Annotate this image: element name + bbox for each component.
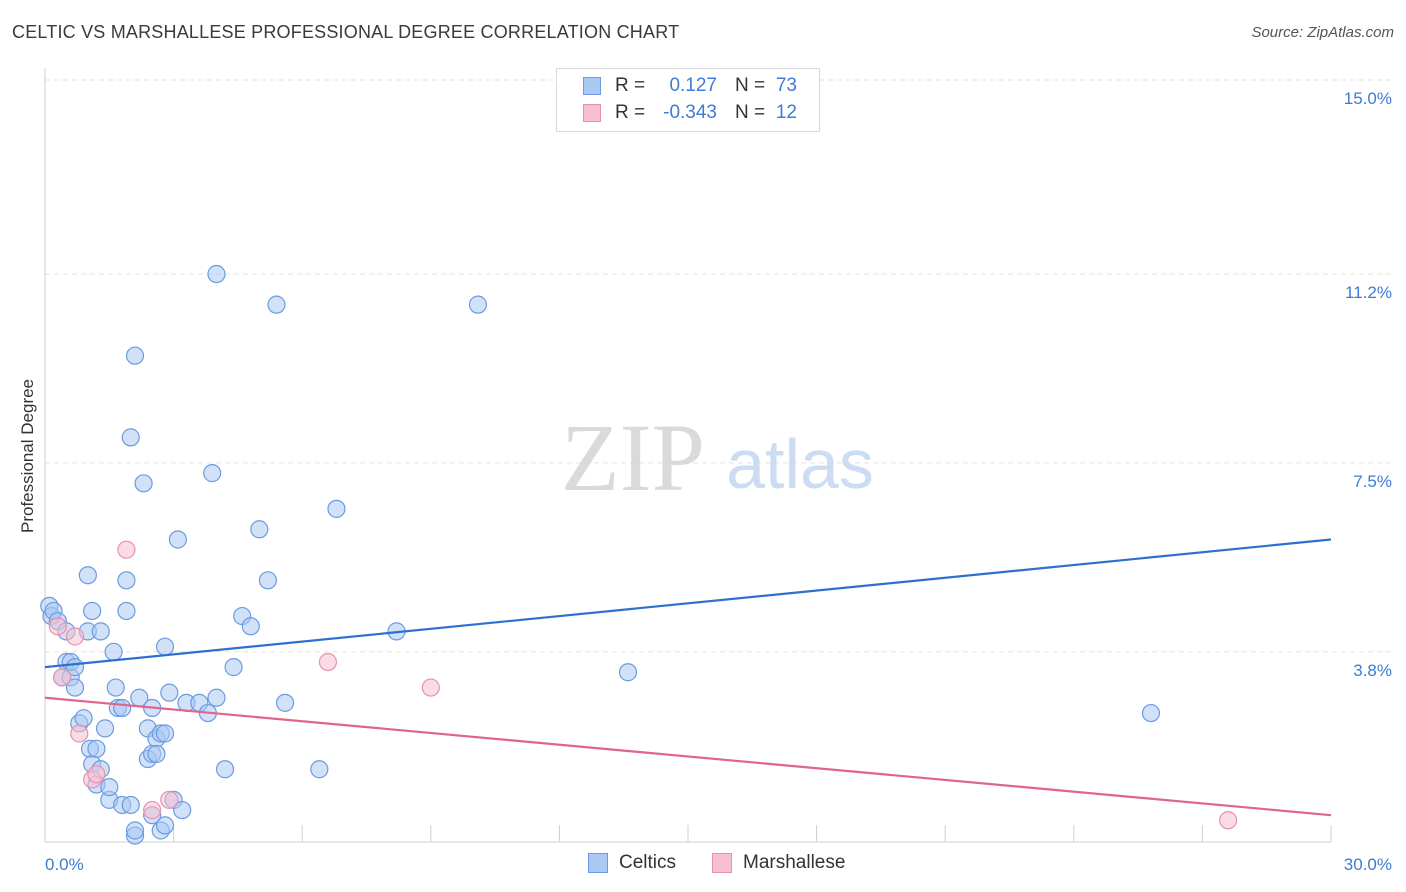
marshallese-point — [87, 765, 106, 784]
celtics-point — [468, 295, 488, 314]
legend-row-marshallese: R = -0.343 N = 12 — [557, 100, 819, 126]
celtics-point — [310, 760, 329, 779]
celtics-point — [65, 678, 85, 697]
celtics-trend-line — [44, 538, 1332, 669]
celtics-point — [106, 678, 125, 697]
axes — [44, 68, 1332, 843]
legend-r-label: R = — [615, 102, 646, 123]
marshallese-point — [160, 790, 179, 809]
celtics-point — [121, 428, 140, 447]
legend-n-value: 73 — [775, 75, 797, 96]
marshallese-point — [70, 724, 89, 743]
celtics-point — [87, 739, 106, 758]
chart-source: Source: ZipAtlas.com — [1251, 24, 1394, 41]
legend-r-label: R = — [615, 75, 646, 96]
celtics-point — [134, 474, 153, 493]
celtics-point — [241, 617, 260, 636]
marshallese-point — [318, 652, 338, 672]
legend-swatch-celtics — [583, 77, 601, 95]
trend-lines — [44, 538, 1332, 817]
legend-swatch-marshallese — [583, 104, 601, 122]
stats-legend: R = 0.127 N = 73 R = -0.343 N = 12 — [556, 68, 820, 132]
marshallese-point — [143, 800, 162, 820]
celtics-point — [207, 688, 226, 707]
celtics-point — [173, 800, 192, 820]
celtics-point — [267, 295, 286, 314]
celtics-point — [117, 601, 136, 621]
celtics-point — [121, 795, 140, 815]
marshallese-point — [1219, 811, 1238, 830]
legend-label-marshallese: Marshallese — [743, 852, 846, 873]
celtics-point — [250, 520, 269, 539]
celtics-point — [275, 693, 295, 712]
marshallese-point — [421, 678, 440, 697]
celtics-point — [258, 571, 278, 590]
legend-n-label: N = — [735, 75, 766, 96]
watermark: ZIP atlas — [561, 404, 874, 511]
celtics-point — [91, 622, 110, 641]
marshallese-point — [48, 617, 67, 636]
legend-r-value: -0.343 — [663, 102, 717, 123]
legend-r-value: 0.127 — [669, 75, 717, 96]
celtics-point — [203, 464, 222, 483]
celtics-point — [83, 601, 102, 621]
celtics-point — [155, 724, 175, 743]
celtics-point — [95, 719, 115, 738]
celtics-point — [125, 821, 145, 840]
celtics-point — [117, 571, 136, 590]
legend-row-celtics: R = 0.127 N = 73 — [557, 73, 819, 99]
marshallese-trend-line — [44, 696, 1332, 817]
x-tick-label-min: 0.0% — [45, 855, 84, 874]
celtics-point — [1141, 703, 1161, 723]
celtics-point — [168, 530, 187, 549]
celtics-point — [74, 709, 93, 728]
celtics-point — [327, 499, 346, 518]
celtics-point — [113, 698, 132, 718]
watermark-atlas: atlas — [726, 425, 874, 503]
marshallese-point — [117, 540, 136, 559]
legend-swatch-marshallese — [712, 853, 732, 873]
celtics-point — [78, 566, 97, 585]
chart-title: CELTIC VS MARSHALLESE PROFESSIONAL DEGRE… — [12, 22, 680, 42]
celtics-points — [40, 264, 1161, 845]
marshallese-point — [53, 668, 72, 687]
y-tick-labels: 3.8% 7.5% 11.2% 15.0% — [1344, 89, 1392, 680]
legend-n-value: 12 — [775, 102, 797, 123]
celtics-point — [104, 642, 123, 661]
y-tick-label: 3.8% — [1353, 661, 1392, 680]
celtics-point — [147, 744, 166, 764]
y-tick-label: 11.2% — [1345, 283, 1392, 302]
x-tick-labels: 0.0% 30.0% — [45, 855, 1392, 874]
celtics-point — [207, 264, 226, 284]
celtics-point — [155, 816, 175, 835]
grid-lines — [45, 79, 1392, 653]
watermark-zip: ZIP — [561, 404, 705, 511]
celtics-point — [224, 658, 243, 677]
celtics-point — [125, 346, 145, 365]
celtics-point — [155, 637, 175, 656]
x-tick-label-max: 30.0% — [1344, 855, 1392, 874]
celtics-point — [100, 777, 119, 797]
celtics-point — [215, 760, 235, 779]
legend-swatch-celtics — [588, 853, 608, 873]
marshallese-points — [48, 540, 1238, 830]
y-tick-label: 7.5% — [1353, 472, 1392, 491]
legend-n-label: N = — [735, 102, 766, 123]
marshallese-point — [65, 627, 85, 646]
celtics-point — [160, 683, 179, 702]
celtics-point — [618, 663, 638, 682]
y-tick-label: 15.0% — [1344, 89, 1392, 108]
legend-label-celtics: Celtics — [619, 852, 677, 873]
